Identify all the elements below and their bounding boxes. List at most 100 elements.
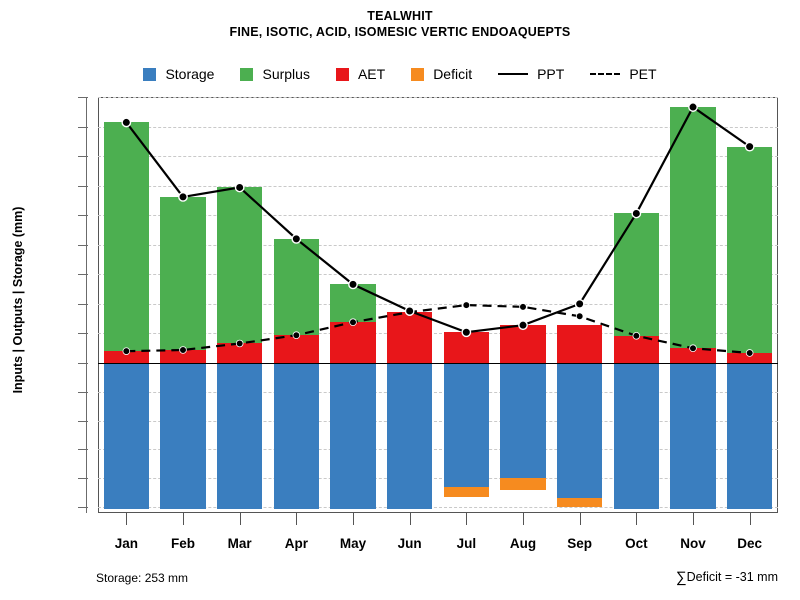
storage-segment	[557, 363, 603, 499]
gridline	[98, 274, 778, 276]
legend-swatch-aet	[335, 67, 349, 81]
storage-segment	[500, 363, 546, 479]
y-axis-labels: 4504003503002502001501005005010015020025…	[0, 0, 80, 600]
bar-up-jul[interactable]	[443, 332, 489, 363]
bar-up-jun[interactable]	[387, 312, 433, 363]
ppt-point[interactable]	[574, 298, 585, 309]
aet-segment	[330, 322, 376, 363]
pet-point[interactable]	[179, 346, 187, 354]
pet-point[interactable]	[632, 332, 641, 340]
ppt-line	[125, 105, 751, 334]
gridline	[98, 185, 778, 187]
legend-item-deficit[interactable]: Deficit	[411, 66, 472, 82]
bar-up-mar[interactable]	[217, 187, 263, 363]
x-axis-label-sep: Sep	[567, 536, 593, 551]
bar-down-mar[interactable]	[217, 363, 263, 509]
legend-item-storage[interactable]: Storage	[143, 66, 214, 82]
pet-point[interactable]	[519, 303, 527, 311]
bar-down-oct[interactable]	[613, 363, 659, 509]
ppt-point[interactable]	[744, 141, 755, 152]
y-axis-tick	[78, 391, 88, 393]
x-axis-label-jul: Jul	[456, 536, 477, 551]
aet-segment	[670, 348, 716, 363]
pet-point[interactable]	[349, 318, 357, 327]
ppt-point[interactable]	[404, 306, 415, 316]
aet-segment	[160, 349, 206, 363]
pet-line	[126, 303, 750, 355]
page-title: TEALWHIT	[367, 9, 433, 23]
bar-down-apr[interactable]	[273, 363, 319, 509]
bar-down-sep[interactable]	[557, 363, 603, 507]
pet-point[interactable]	[235, 339, 244, 348]
ppt-point[interactable]	[291, 233, 302, 244]
pet-point[interactable]	[575, 312, 584, 321]
bar-down-jun[interactable]	[387, 363, 433, 509]
bar-down-dec[interactable]	[727, 363, 773, 509]
legend-item-pet[interactable]: PET	[590, 66, 657, 82]
ppt-point[interactable]	[234, 182, 245, 193]
surplus-segment	[727, 147, 773, 353]
legend-label: PET	[629, 66, 657, 82]
pet-point[interactable]	[122, 347, 131, 355]
bar-up-oct[interactable]	[613, 213, 659, 363]
legend-swatch-surplus	[240, 67, 254, 81]
bar-up-dec[interactable]	[727, 147, 773, 363]
bar-up-apr[interactable]	[273, 238, 319, 363]
ppt-point[interactable]	[688, 102, 698, 112]
deficit-segment	[557, 498, 603, 507]
storage-segment	[217, 363, 263, 509]
ppt-point[interactable]	[348, 279, 358, 290]
legend-label: Surplus	[262, 66, 310, 82]
bar-down-feb[interactable]	[160, 363, 206, 509]
ppt-point[interactable]	[461, 327, 472, 338]
legend-label: AET	[357, 66, 386, 82]
gridline	[98, 97, 778, 98]
legend-item-aet[interactable]: AET	[335, 66, 386, 82]
pet-point[interactable]	[689, 344, 697, 353]
pet-point[interactable]	[745, 349, 754, 357]
storage-segment	[727, 363, 773, 509]
bar-down-may[interactable]	[330, 363, 376, 509]
ppt-point[interactable]	[518, 320, 528, 331]
legend-item-ppt[interactable]: PPT	[498, 66, 564, 82]
surplus-segment	[613, 213, 659, 336]
ppt-point[interactable]	[178, 191, 188, 202]
bar-up-aug[interactable]	[500, 325, 546, 363]
pet-point[interactable]	[292, 331, 301, 340]
aet-segment	[557, 325, 603, 363]
x-axis-tick	[239, 513, 241, 525]
aet-segment	[443, 332, 489, 363]
bar-up-sep[interactable]	[557, 325, 603, 363]
surplus-segment	[273, 238, 319, 336]
x-axis-tick	[353, 513, 354, 525]
ppt-point[interactable]	[631, 208, 642, 219]
x-axis-tick	[523, 513, 524, 525]
x-axis-label-jan: Jan	[114, 536, 138, 551]
deficit-segment	[443, 487, 489, 498]
x-axis-tick	[296, 513, 298, 525]
bar-down-jan[interactable]	[103, 363, 149, 509]
bar-down-nov[interactable]	[670, 363, 716, 509]
pet-point[interactable]	[462, 301, 471, 309]
legend-label: Deficit	[433, 66, 473, 82]
title-block: TEALWHIT FINE, ISOTIC, ACID, ISOMESIC VE…	[0, 8, 800, 41]
bar-up-jan[interactable]	[103, 122, 149, 363]
bar-up-feb[interactable]	[160, 196, 206, 363]
legend-line-pet	[590, 73, 621, 75]
bar-down-jul[interactable]	[443, 363, 489, 498]
gridline	[98, 303, 778, 305]
legend-item-surplus[interactable]: Surplus	[240, 66, 310, 82]
x-axis-tick	[579, 513, 581, 525]
ppt-point[interactable]	[121, 117, 132, 128]
x-axis-label-mar: Mar	[227, 536, 252, 551]
storage-segment	[103, 363, 149, 509]
gridline	[98, 244, 778, 246]
zero-axis-line	[98, 363, 778, 364]
chart-legend: Storage Surplus AET Deficit PPT PET	[0, 66, 800, 82]
y-axis-tick	[78, 478, 88, 480]
storage-segment	[273, 363, 319, 509]
aet-segment	[727, 352, 773, 363]
bar-up-nov[interactable]	[670, 107, 716, 363]
bar-down-aug[interactable]	[500, 363, 546, 490]
x-axis-label-dec: Dec	[737, 536, 763, 551]
